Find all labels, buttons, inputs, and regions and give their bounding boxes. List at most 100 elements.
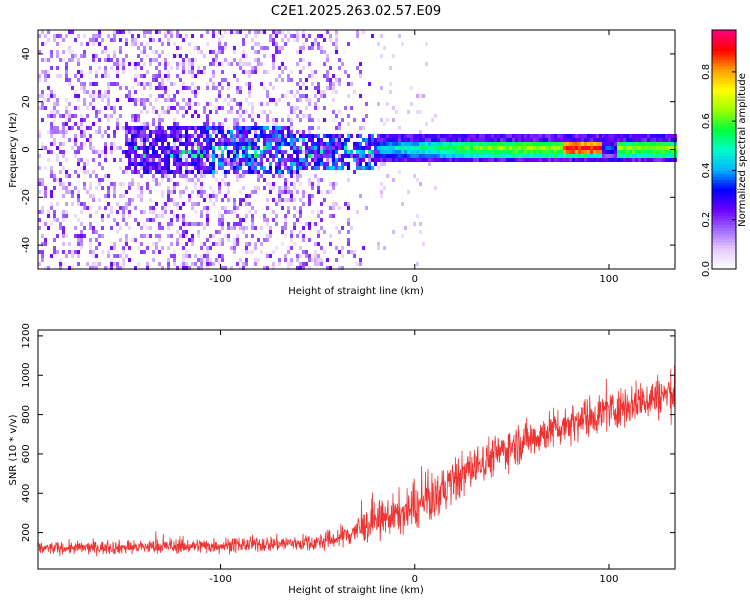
spectrogram-cell xyxy=(224,46,227,50)
spectrogram-cell xyxy=(161,166,164,170)
spectrogram-cell xyxy=(332,146,335,150)
spectrogram-cell xyxy=(146,166,149,170)
spectrogram-cell xyxy=(155,74,158,78)
spectrogram-cell xyxy=(68,174,71,178)
spectrogram-cell xyxy=(671,154,674,158)
spectrogram-cell xyxy=(242,130,245,134)
spectrogram-cell xyxy=(155,162,158,166)
spectrogram-cell xyxy=(611,154,614,158)
spectrogram-cell xyxy=(500,138,503,142)
spectrogram-cell xyxy=(158,158,161,162)
spectrogram-cell xyxy=(407,190,410,194)
spectrogram-cell xyxy=(158,222,161,226)
spectrogram-cell xyxy=(119,62,122,66)
spectrogram-cell xyxy=(665,154,668,158)
spectrogram-cell xyxy=(272,158,275,162)
spectrogram-cell xyxy=(314,254,317,258)
spectrogram-cell xyxy=(308,266,311,270)
spectrogram-cell xyxy=(191,62,194,66)
spectrogram-cell xyxy=(338,138,341,142)
spectrogram-cell xyxy=(149,102,152,106)
spectrogram-cell xyxy=(500,142,503,146)
spectrogram-cell xyxy=(98,206,101,210)
spectrogram-cell xyxy=(224,158,227,162)
spectrogram-cell xyxy=(179,154,182,158)
spectrogram-cell xyxy=(233,198,236,202)
spectrogram-cell xyxy=(521,142,524,146)
spectrogram-cell xyxy=(89,146,92,150)
spectrogram-cell xyxy=(38,154,41,158)
spectrogram-cell xyxy=(311,166,314,170)
spectrogram-cell xyxy=(194,110,197,114)
spectrogram-cell xyxy=(458,146,461,150)
spectrogram-cell xyxy=(149,82,152,86)
spectrogram-cell xyxy=(341,266,344,270)
spectrogram-cell xyxy=(617,138,620,142)
spectrogram-cell xyxy=(191,178,194,182)
spectrogram-cell xyxy=(335,126,338,130)
spectrogram-cell xyxy=(155,234,158,238)
spectrogram-cell xyxy=(200,266,203,270)
spectrogram-cell xyxy=(164,170,167,174)
spectrogram-cell xyxy=(335,166,338,170)
spectrogram-cell xyxy=(599,138,602,142)
spectrogram-cell xyxy=(236,118,239,122)
spectrogram-cell xyxy=(380,154,383,158)
spectrogram-cell xyxy=(260,30,263,34)
spectrogram-cell xyxy=(65,190,68,194)
spectrogram-cell xyxy=(134,138,137,142)
spectrogram-cell xyxy=(212,166,215,170)
spectrogram-cell xyxy=(116,70,119,74)
spectrogram-cell xyxy=(665,150,668,154)
spectrogram-cell xyxy=(83,166,86,170)
spectrogram-cell xyxy=(401,150,404,154)
spectrogram-cell xyxy=(416,146,419,150)
spectrogram-cell xyxy=(236,146,239,150)
spectrogram-cell xyxy=(602,150,605,154)
spectrogram-cell xyxy=(92,38,95,42)
spectrogram-cell xyxy=(302,194,305,198)
spectrogram-cell xyxy=(380,182,383,186)
spectrogram-cell xyxy=(173,154,176,158)
spectrogram-cell xyxy=(50,190,53,194)
spectrogram-cell xyxy=(329,166,332,170)
spectrogram-cell xyxy=(215,58,218,62)
spectrogram-cell xyxy=(47,214,50,218)
spectrogram-cell xyxy=(329,82,332,86)
spectrogram-cell xyxy=(242,138,245,142)
spectrogram-cell xyxy=(143,98,146,102)
spectrogram-cell xyxy=(224,182,227,186)
spectrogram-cell xyxy=(299,134,302,138)
spectrogram-cell xyxy=(218,154,221,158)
spectrogram-cell xyxy=(275,46,278,50)
spectrogram-cell xyxy=(221,206,224,210)
spectrogram-cell xyxy=(62,50,65,54)
spectrogram-cell xyxy=(191,166,194,170)
spectrogram-cell xyxy=(332,158,335,162)
spectrogram-cell xyxy=(176,122,179,126)
spectrogram-cell xyxy=(275,122,278,126)
spectrogram-cell xyxy=(119,254,122,258)
spectrogram-cell xyxy=(140,66,143,70)
spectrogram-cell xyxy=(173,98,176,102)
spectrogram-cell xyxy=(227,62,230,66)
spectrogram-cell xyxy=(638,142,641,146)
spectrogram-cell xyxy=(62,210,65,214)
spectrogram-cell xyxy=(296,90,299,94)
spectrogram-cell xyxy=(509,138,512,142)
spectrogram-cell xyxy=(131,98,134,102)
spectrogram-cell xyxy=(671,150,674,154)
spectrogram-cell xyxy=(446,146,449,150)
spectrogram-cell xyxy=(317,90,320,94)
spectrogram-cell xyxy=(218,186,221,190)
spectrogram-cell xyxy=(548,158,551,162)
spectrogram-cell xyxy=(305,154,308,158)
spectrogram-cell xyxy=(362,246,365,250)
spectrogram-cell xyxy=(545,138,548,142)
spectrogram-cell xyxy=(266,94,269,98)
spectrogram-cell xyxy=(140,50,143,54)
spectrogram-cell xyxy=(236,78,239,82)
spectrogram-cell xyxy=(152,242,155,246)
spectrogram-cell xyxy=(290,70,293,74)
spectrogram-cell xyxy=(227,238,230,242)
